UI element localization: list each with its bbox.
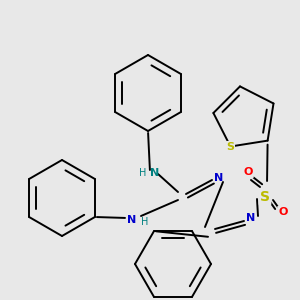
Text: N: N [246, 213, 256, 223]
Text: H: H [139, 168, 147, 178]
Text: N: N [214, 173, 224, 183]
Text: S: S [226, 142, 235, 152]
Text: H: H [141, 217, 149, 227]
Text: O: O [278, 207, 288, 217]
Text: N: N [128, 215, 136, 225]
Text: N: N [150, 168, 160, 178]
Text: O: O [243, 167, 253, 177]
Text: S: S [260, 190, 270, 204]
